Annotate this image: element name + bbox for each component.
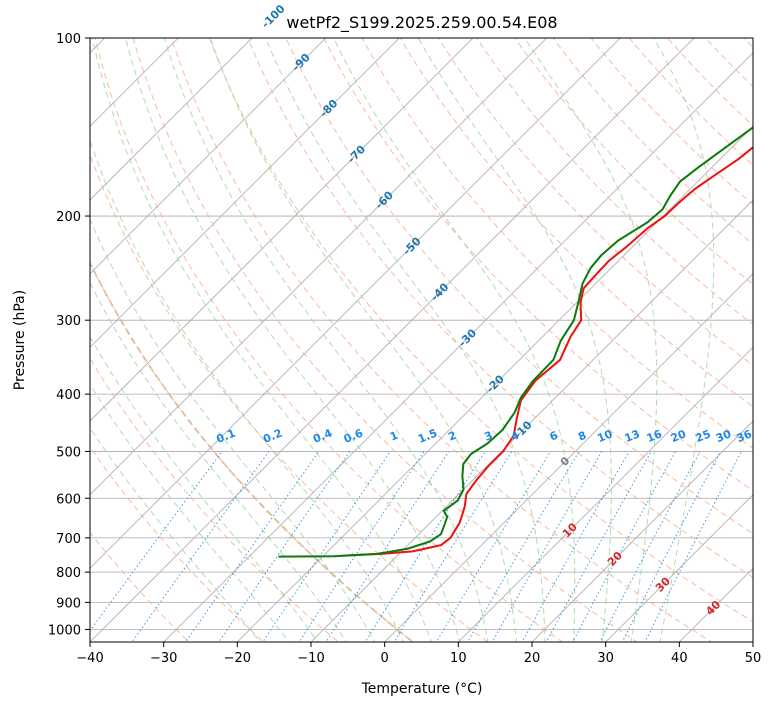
y-tick-label: 800 — [56, 566, 81, 581]
chart-title: wetPf2_S199.2025.259.00.54.E08 — [286, 13, 557, 33]
x-tick-label: 0 — [381, 651, 389, 666]
y-tick-label: 400 — [56, 388, 81, 403]
y-tick-label: 700 — [56, 532, 81, 547]
y-tick-label: 200 — [56, 210, 81, 225]
x-tick-label: 20 — [524, 651, 541, 666]
y-axis-label: Pressure (hPa) — [12, 290, 28, 390]
y-tick-label: 1000 — [48, 623, 81, 638]
y-tick-label: 100 — [56, 32, 81, 47]
x-tick-label: 50 — [745, 651, 762, 666]
x-tick-label: −40 — [76, 651, 103, 666]
y-tick-label: 900 — [56, 596, 81, 611]
x-axis-label: Temperature (°C) — [361, 681, 483, 697]
x-tick-label: 40 — [671, 651, 688, 666]
x-tick-label: 10 — [450, 651, 467, 666]
x-tick-label: −30 — [150, 651, 177, 666]
y-tick-label: 600 — [56, 492, 81, 507]
y-tick-label: 300 — [56, 314, 81, 329]
x-tick-label: −20 — [224, 651, 251, 666]
x-tick-label: −10 — [297, 651, 324, 666]
x-tick-label: 30 — [597, 651, 614, 666]
y-tick-label: 500 — [56, 445, 81, 460]
